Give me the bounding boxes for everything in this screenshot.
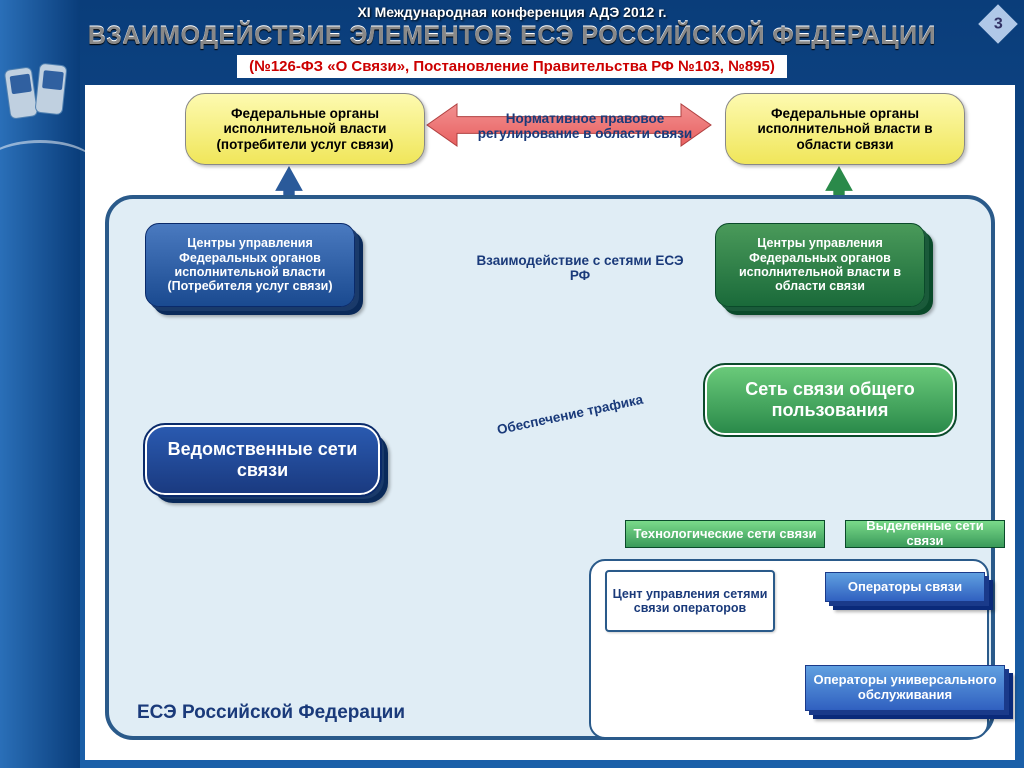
conference-line: XI Международная конференция АДЭ 2012 г. (0, 0, 1024, 20)
slide-header: XI Международная конференция АДЭ 2012 г.… (0, 0, 1024, 95)
box-tech-net: Технологические сети связи (625, 520, 825, 548)
box-control-operators: Цент управления сетями связи операторов (605, 570, 775, 632)
box-public-net: Сеть связи общего пользования (705, 365, 955, 435)
box-universal-operators: Операторы универсального обслуживания (805, 665, 1005, 711)
box-operators: Операторы связи (825, 572, 985, 602)
box-federal-comm: Федеральные органы исполнительной власти… (725, 93, 965, 165)
decorative-rail (0, 0, 80, 768)
box-control-comm: Центры управления Федеральных органов ис… (715, 223, 925, 307)
box-dedicated-net: Выделенные сети связи (845, 520, 1005, 548)
label-regulation: Нормативное правовое регулирование в обл… (475, 111, 695, 141)
slide-title: ВЗАИМОДЕЙСТВИЕ ЭЛЕМЕНТОВ ЕСЭ РОССИЙСКОЙ … (0, 20, 1024, 51)
box-federal-consumer: Федеральные органы исполнительной власти… (185, 93, 425, 165)
box-departmental-net: Ведомственные сети связи (145, 425, 380, 495)
ese-frame-label: ЕСЭ Российской Федерации (137, 702, 405, 724)
diagram-canvas: ЕСЭ Российской Федерации Федеральные орг… (85, 85, 1015, 760)
box-control-consumer: Центры управления Федеральных органов ис… (145, 223, 355, 307)
label-interact: Взаимодействие с сетями ЕСЭ РФ (475, 253, 685, 283)
slide-subtitle: (№126-ФЗ «О Связи», Постановление Правит… (237, 55, 787, 78)
